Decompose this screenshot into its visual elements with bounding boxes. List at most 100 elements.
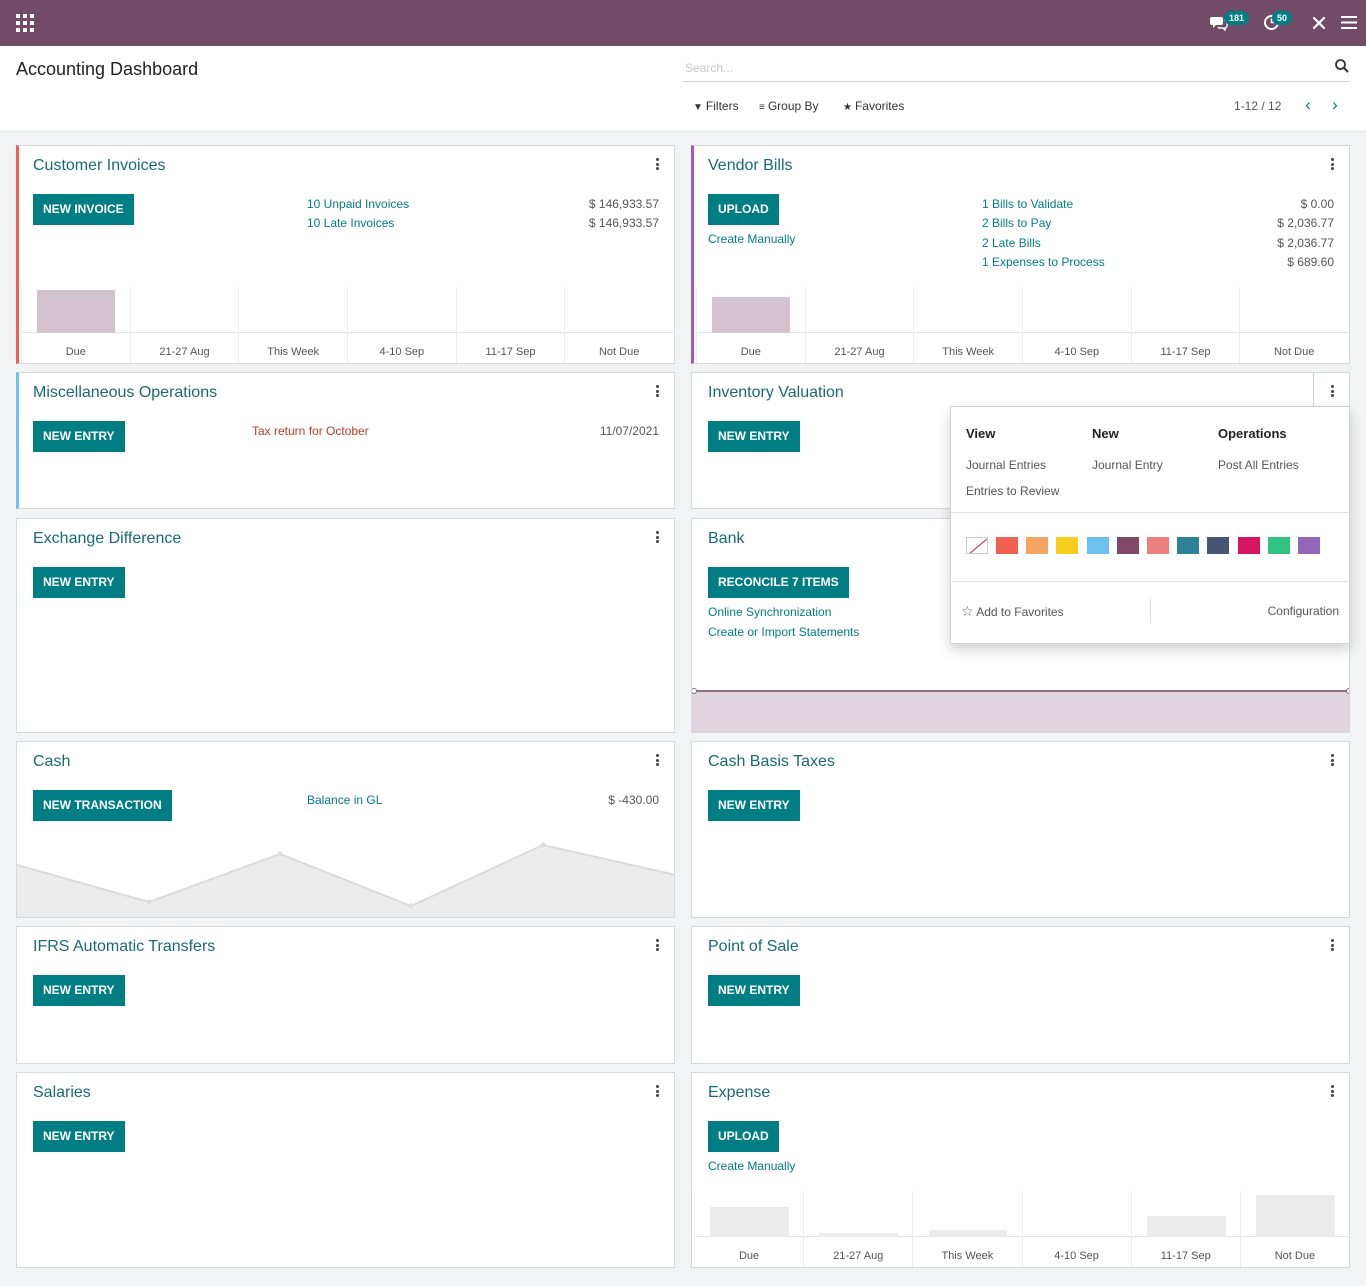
reconcile-items-button[interactable]: RECONCILE 7 ITEMS <box>708 567 849 598</box>
group-by-button[interactable]: ≡ Group By <box>759 99 819 113</box>
color-swatch[interactable] <box>1207 537 1230 554</box>
online-synchronization-link[interactable]: Online Synchronization <box>708 605 832 619</box>
card-title[interactable]: Point of Sale <box>708 938 799 955</box>
kebab-menu-icon[interactable] <box>656 754 660 766</box>
new-entry-button[interactable]: NEW ENTRY <box>708 421 800 452</box>
search-icon[interactable] <box>1334 58 1350 74</box>
color-swatch[interactable] <box>1267 537 1290 554</box>
chart-column[interactable]: 4-10 Sep <box>347 287 456 363</box>
chart-bar[interactable] <box>1146 1216 1226 1237</box>
chart-column[interactable]: 11-17 Sep <box>455 287 565 363</box>
late-bills-link[interactable]: 2 Late Bills <box>982 236 1041 250</box>
add-to-favorites-button[interactable]: ☆ Add to Favorites <box>961 603 1064 620</box>
filters-button[interactable]: ▼ Filters <box>693 99 739 113</box>
customer-invoices-bar-chart[interactable]: Due 21-27 Aug This Week 4-10 Sep 11-17 Sep No… <box>21 287 673 363</box>
late-invoices-link[interactable]: 10 Late Invoices <box>307 216 395 230</box>
chart-column[interactable]: This Week <box>238 287 347 363</box>
chart-column[interactable]: 4-10 Sep <box>1022 287 1131 363</box>
color-swatch[interactable] <box>1086 537 1109 554</box>
chart-column[interactable]: 21-27 Aug <box>129 287 239 363</box>
bills-to-validate-link[interactable]: 1 Bills to Validate <box>982 197 1074 211</box>
activity-link[interactable]: Tax return for October <box>252 424 369 438</box>
chart-bar[interactable] <box>710 1207 789 1237</box>
configuration-link[interactable]: Configuration <box>1267 604 1339 618</box>
kebab-menu-icon[interactable] <box>1331 754 1335 766</box>
chart-column[interactable]: 11-17 Sep <box>1130 287 1240 363</box>
chart-column[interactable]: Not Due <box>1239 287 1348 363</box>
kebab-menu-icon[interactable] <box>656 1085 660 1097</box>
chart-bar[interactable] <box>1256 1195 1335 1237</box>
balance-in-gl-link[interactable]: Balance in GL <box>307 793 383 807</box>
color-swatch[interactable] <box>1147 537 1169 554</box>
pager-next-icon[interactable]: › <box>1332 95 1338 114</box>
color-swatch[interactable] <box>1056 537 1079 554</box>
card-title[interactable]: Salaries <box>33 1084 91 1101</box>
journal-entries-link[interactable]: Journal Entries <box>966 458 1047 472</box>
card-title[interactable]: Exchange Difference <box>33 530 182 547</box>
new-entry-button[interactable]: NEW ENTRY <box>33 567 125 598</box>
card-title[interactable]: Bank <box>708 530 745 547</box>
chart-column[interactable]: Due <box>21 287 130 363</box>
kebab-menu-icon[interactable] <box>656 158 660 170</box>
chart-bar[interactable] <box>712 297 791 333</box>
new-entry-button[interactable]: NEW ENTRY <box>708 790 800 821</box>
new-entry-button[interactable]: NEW ENTRY <box>33 421 125 452</box>
bills-to-pay-link[interactable]: 2 Bills to Pay <box>982 216 1052 230</box>
kebab-menu-icon[interactable] <box>1331 158 1335 170</box>
debug-tools-icon[interactable] <box>1311 15 1327 31</box>
chart-column[interactable]: This Week <box>913 287 1022 363</box>
color-swatch[interactable] <box>1237 537 1260 554</box>
hamburger-menu-icon[interactable] <box>1341 15 1357 30</box>
create-import-statements-link[interactable]: Create or Import Statements <box>708 625 860 639</box>
chart-column[interactable]: 11-17 Sep <box>1130 1191 1240 1267</box>
chart-bar[interactable] <box>928 1229 1008 1237</box>
color-swatch[interactable] <box>1298 537 1320 554</box>
create-manually-link[interactable]: Create Manually <box>708 1159 796 1173</box>
chart-column[interactable]: 21-27 Aug <box>804 287 914 363</box>
new-entry-button[interactable]: NEW ENTRY <box>33 975 125 1006</box>
post-all-entries-link[interactable]: Post All Entries <box>1218 458 1299 472</box>
color-swatch[interactable] <box>1177 537 1200 554</box>
color-swatch[interactable] <box>1116 537 1139 554</box>
card-title[interactable]: Cash <box>33 753 71 770</box>
journal-entry-link[interactable]: Journal Entry <box>1092 458 1163 472</box>
card-title[interactable]: Customer Invoices <box>33 157 166 174</box>
color-swatch[interactable] <box>1026 537 1049 554</box>
chart-column[interactable]: This Week <box>912 1191 1021 1267</box>
kebab-menu-icon[interactable] <box>656 939 660 951</box>
bank-balance-line-chart[interactable] <box>692 685 1350 733</box>
card-title[interactable]: IFRS Automatic Transfers <box>33 938 216 955</box>
kebab-menu-icon[interactable] <box>656 385 660 397</box>
apps-menu-icon[interactable] <box>16 14 34 32</box>
new-entry-button[interactable]: NEW ENTRY <box>708 975 800 1006</box>
kebab-menu-icon[interactable] <box>1331 385 1335 397</box>
new-transaction-button[interactable]: NEW TRANSACTION <box>33 790 172 821</box>
unpaid-invoices-link[interactable]: 10 Unpaid Invoices <box>307 197 410 211</box>
favorites-button[interactable]: ★ Favorites <box>843 99 904 113</box>
create-manually-link[interactable]: Create Manually <box>708 232 796 246</box>
card-title[interactable]: Vendor Bills <box>708 157 793 174</box>
kebab-menu-icon[interactable] <box>1331 939 1335 951</box>
chart-column[interactable]: Not Due <box>564 287 673 363</box>
cash-line-chart[interactable] <box>17 837 675 918</box>
card-title[interactable]: Cash Basis Taxes <box>708 753 835 770</box>
chart-column[interactable]: 21-27 Aug <box>803 1191 912 1267</box>
chart-column[interactable]: Due <box>694 1191 803 1267</box>
new-invoice-button[interactable]: NEW INVOICE <box>33 194 134 225</box>
card-title[interactable]: Miscellaneous Operations <box>33 384 218 401</box>
color-swatch[interactable] <box>996 537 1018 554</box>
chart-column[interactable]: Not Due <box>1239 1191 1349 1267</box>
card-title[interactable]: Inventory Valuation <box>708 384 844 401</box>
chart-bar[interactable] <box>37 290 116 333</box>
expense-bar-chart[interactable]: Due 21-27 Aug This Week 4-10 Sep 11-17 Sep No… <box>694 1191 1349 1267</box>
upload-button[interactable]: UPLOAD <box>708 1121 779 1152</box>
chart-bar[interactable] <box>819 1233 899 1237</box>
card-title[interactable]: Expense <box>708 1084 771 1101</box>
chart-column[interactable]: Due <box>696 287 805 363</box>
entries-to-review-link[interactable]: Entries to Review <box>966 484 1060 498</box>
upload-button[interactable]: UPLOAD <box>708 194 779 225</box>
color-swatch-none[interactable] <box>966 537 988 554</box>
pager-previous-icon[interactable]: ‹ <box>1305 95 1311 114</box>
chart-column[interactable]: 4-10 Sep <box>1021 1191 1131 1267</box>
expenses-to-process-link[interactable]: 1 Expenses to Process <box>982 255 1105 269</box>
